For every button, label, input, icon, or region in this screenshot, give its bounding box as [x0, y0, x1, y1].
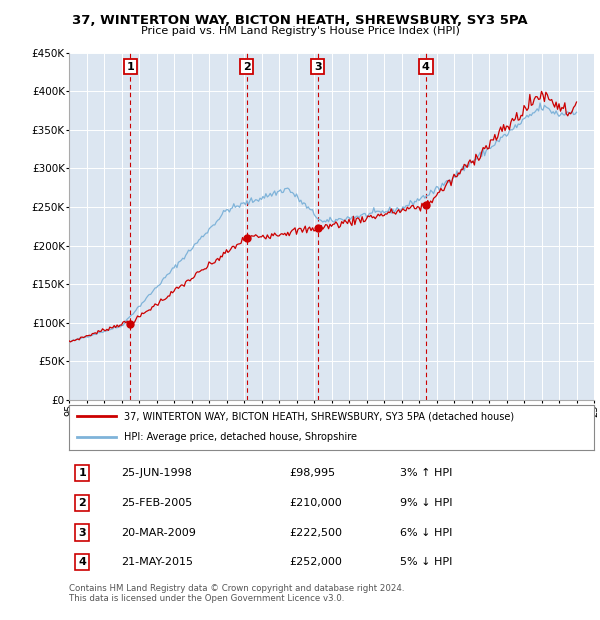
Text: 37, WINTERTON WAY, BICTON HEATH, SHREWSBURY, SY3 5PA (detached house): 37, WINTERTON WAY, BICTON HEATH, SHREWSB… — [124, 411, 514, 421]
Text: 2: 2 — [78, 498, 86, 508]
Text: 3: 3 — [314, 61, 322, 71]
Text: 3% ↑ HPI: 3% ↑ HPI — [400, 468, 452, 478]
Text: £252,000: £252,000 — [290, 557, 343, 567]
Text: Contains HM Land Registry data © Crown copyright and database right 2024.: Contains HM Land Registry data © Crown c… — [69, 584, 404, 593]
Text: Price paid vs. HM Land Registry's House Price Index (HPI): Price paid vs. HM Land Registry's House … — [140, 26, 460, 36]
Text: 5% ↓ HPI: 5% ↓ HPI — [400, 557, 452, 567]
Text: 25-FEB-2005: 25-FEB-2005 — [121, 498, 193, 508]
Text: 4: 4 — [78, 557, 86, 567]
Text: 1: 1 — [78, 468, 86, 478]
Text: 4: 4 — [422, 61, 430, 71]
Text: 37, WINTERTON WAY, BICTON HEATH, SHREWSBURY, SY3 5PA: 37, WINTERTON WAY, BICTON HEATH, SHREWSB… — [72, 14, 528, 27]
Text: 1: 1 — [127, 61, 134, 71]
Text: HPI: Average price, detached house, Shropshire: HPI: Average price, detached house, Shro… — [124, 432, 357, 442]
Text: 2: 2 — [243, 61, 251, 71]
Text: This data is licensed under the Open Government Licence v3.0.: This data is licensed under the Open Gov… — [69, 594, 344, 603]
Text: 21-MAY-2015: 21-MAY-2015 — [121, 557, 193, 567]
Text: £222,500: £222,500 — [290, 528, 343, 538]
Text: £98,995: £98,995 — [290, 468, 335, 478]
Text: 20-MAR-2009: 20-MAR-2009 — [121, 528, 196, 538]
Text: 3: 3 — [79, 528, 86, 538]
Text: £210,000: £210,000 — [290, 498, 342, 508]
Text: 25-JUN-1998: 25-JUN-1998 — [121, 468, 193, 478]
Text: 9% ↓ HPI: 9% ↓ HPI — [400, 498, 452, 508]
Text: 6% ↓ HPI: 6% ↓ HPI — [400, 528, 452, 538]
